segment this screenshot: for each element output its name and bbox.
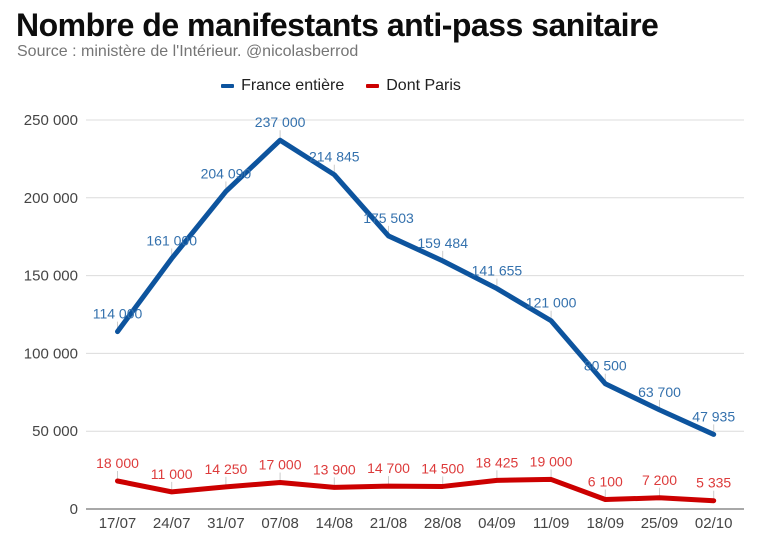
x-tick-label: 11/09 bbox=[533, 515, 569, 532]
y-tick-label: 0 bbox=[70, 501, 78, 518]
y-tick-label: 250 000 bbox=[24, 112, 78, 129]
x-tick-label: 17/07 bbox=[99, 515, 137, 532]
y-tick-label: 200 000 bbox=[24, 190, 78, 207]
legend-item-dont-paris: Dont Paris bbox=[366, 77, 461, 95]
x-tick-label: 04/09 bbox=[478, 515, 516, 532]
data-label: 214 845 bbox=[309, 149, 360, 165]
legend-item-france-entiere: France entière bbox=[221, 77, 344, 95]
x-tick-label: 24/07 bbox=[153, 515, 191, 532]
legend-dash-icon bbox=[221, 84, 235, 88]
x-tick-label: 02/10 bbox=[695, 515, 733, 532]
data-label: 63 700 bbox=[638, 384, 681, 400]
data-label: 47 935 bbox=[692, 408, 735, 424]
data-label: 237 000 bbox=[255, 114, 306, 130]
data-label: 7 200 bbox=[642, 472, 677, 488]
y-tick-label: 150 000 bbox=[24, 268, 78, 285]
data-label: 14 500 bbox=[421, 460, 464, 476]
data-label: 19 000 bbox=[530, 453, 573, 469]
chart-source: Source : ministère de l'Intérieur. @nico… bbox=[17, 43, 359, 60]
chart-legend: France entière Dont Paris bbox=[0, 77, 724, 95]
data-label: 17 000 bbox=[259, 457, 302, 473]
x-tick-label: 21/08 bbox=[370, 515, 408, 532]
data-label: 18 425 bbox=[475, 454, 518, 470]
data-label: 13 900 bbox=[313, 461, 356, 477]
data-label: 14 700 bbox=[367, 460, 410, 476]
data-label: 80 500 bbox=[584, 358, 627, 374]
data-label: 159 484 bbox=[417, 235, 468, 251]
data-label: 18 000 bbox=[96, 455, 139, 471]
data-label: 121 000 bbox=[526, 295, 577, 311]
x-tick-label: 18/09 bbox=[587, 515, 625, 532]
legend-label: France entière bbox=[241, 77, 345, 94]
data-label: 204 090 bbox=[201, 165, 252, 181]
data-label: 114 000 bbox=[93, 306, 143, 322]
legend-label: Dont Paris bbox=[386, 77, 461, 94]
data-label: 6 100 bbox=[588, 474, 623, 490]
x-tick-label: 07/08 bbox=[261, 515, 299, 532]
legend-dash-icon bbox=[366, 84, 380, 88]
data-label: 141 655 bbox=[472, 263, 523, 279]
data-label: 175 503 bbox=[363, 210, 414, 226]
x-tick-label: 31/07 bbox=[207, 515, 245, 532]
data-label: 5 335 bbox=[696, 475, 731, 491]
x-tick-label: 25/09 bbox=[641, 515, 679, 532]
series-line bbox=[115, 137, 717, 437]
series-line bbox=[115, 476, 717, 504]
data-label: 161 000 bbox=[146, 232, 197, 248]
y-tick-label: 100 000 bbox=[24, 345, 78, 362]
y-tick-label: 50 000 bbox=[32, 423, 78, 440]
x-tick-label: 14/08 bbox=[316, 515, 354, 532]
x-tick-label: 28/08 bbox=[424, 515, 462, 532]
data-label: 11 000 bbox=[151, 466, 193, 482]
data-label: 14 250 bbox=[204, 461, 247, 477]
chart-title: Nombre de manifestants anti-pass sanitai… bbox=[16, 7, 659, 43]
